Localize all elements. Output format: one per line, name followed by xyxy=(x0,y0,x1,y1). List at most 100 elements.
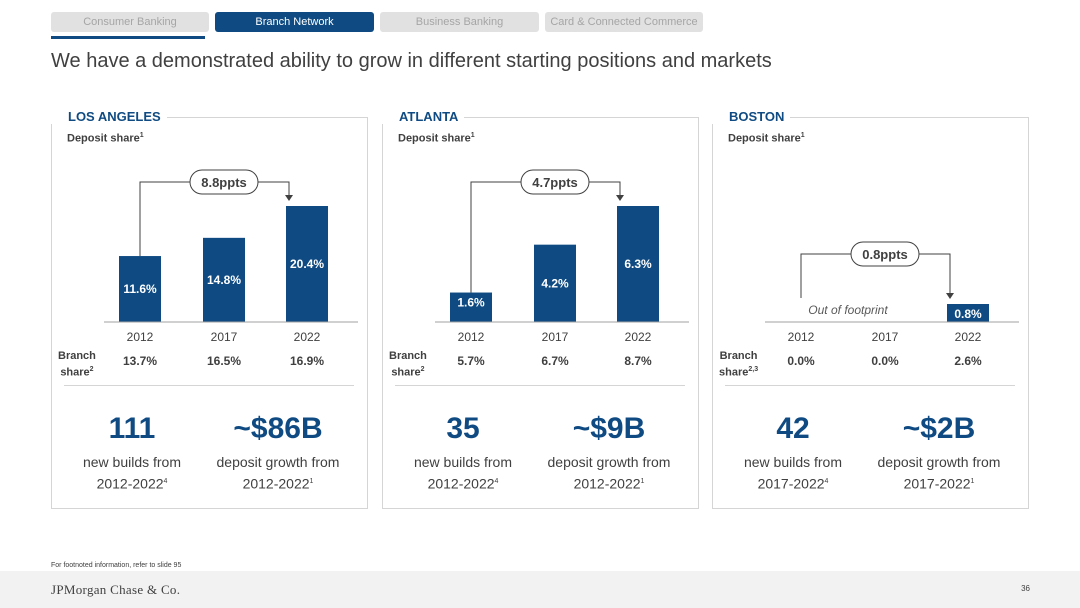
bar-value-label: 6.3% xyxy=(624,257,652,271)
caption-line2: 2012-2022 xyxy=(573,475,641,492)
out-of-footprint-note: Out of footprint xyxy=(808,303,888,317)
bar-value-label: 1.6% xyxy=(457,296,485,310)
growth-pill xyxy=(850,241,920,267)
metric-new-builds-value: 42 xyxy=(776,412,810,445)
active-tab-underline xyxy=(51,36,205,39)
branch-share-label-line2: share xyxy=(391,366,421,379)
metric-new-builds-caption: new builds from 2012-20224 xyxy=(52,452,212,494)
footnote-marker: 4 xyxy=(163,478,168,485)
caption-line1: deposit growth from xyxy=(877,454,1001,470)
tab-card-connected-commerce[interactable]: Card & Connected Commerce xyxy=(545,12,703,32)
deposit-share-chart: 1.6% 4.2% 6.3% 2012 2017 2022 4.7ppts xyxy=(435,169,689,343)
branch-share-value: 8.7% xyxy=(624,354,652,368)
metric-new-builds-caption: new builds from 2017-20224 xyxy=(713,452,873,494)
panel-boston: Deposit share1 0.8% 2012 2017 2022 0.8ppts Out… xyxy=(712,117,1029,509)
metric-new-builds-caption: new builds from 2012-20224 xyxy=(383,452,543,494)
caption-line1: new builds from xyxy=(82,454,182,470)
branch-share-label-line1: Branch xyxy=(389,350,427,362)
city-title-los-angeles: LOS ANGELES xyxy=(51,109,167,124)
footnote-marker: 2 xyxy=(420,366,425,373)
branch-share-value: 5.7% xyxy=(457,354,485,368)
bar-2012 xyxy=(450,292,492,322)
metric-new-builds-value: 111 xyxy=(108,412,156,445)
metric-deposit-growth-caption: deposit growth from 2017-20221 xyxy=(859,452,1019,494)
caption-line2: 2012-2022 xyxy=(427,475,495,492)
city-title-boston: BOSTON xyxy=(712,109,791,124)
panel-los-angeles: Deposit share1 11.6% 14.8% 20.4% 2012 2017 202… xyxy=(51,117,368,509)
footnote-marker: 1 xyxy=(470,132,475,139)
panel-atlanta: Deposit share1 1.6% 4.2% 6.3% 2012 2017 2022 4.… xyxy=(382,117,699,509)
caption-line2: 2012-2022 xyxy=(96,475,164,492)
bar-value-label: 0.8% xyxy=(954,307,982,321)
divider xyxy=(725,385,1015,386)
footnote-marker: 2 xyxy=(89,366,94,373)
growth-arrowhead xyxy=(946,293,954,299)
bar-2012 xyxy=(119,256,161,322)
company-logo: JPMorgan Chase & Co. xyxy=(51,582,181,597)
bar-2017 xyxy=(203,237,245,322)
divider xyxy=(395,385,685,386)
tab-branch-network[interactable]: Branch Network xyxy=(215,12,374,32)
branch-share-label: Branch share2 xyxy=(389,349,427,380)
bar-value-label: 4.2% xyxy=(541,276,569,290)
metric-deposit-growth-caption: deposit growth from 2012-20221 xyxy=(529,452,689,494)
x-tick-label: 2022 xyxy=(955,330,982,343)
footnote-marker: 4 xyxy=(494,478,499,485)
branch-share-value: 0.0% xyxy=(787,354,815,368)
x-tick-label: 2017 xyxy=(542,330,569,343)
branch-share-value: 0.0% xyxy=(871,354,899,368)
growth-pill-label: 8.8ppts xyxy=(201,175,247,190)
metric-deposit-growth-value: ~$86B xyxy=(233,412,323,445)
caption-line2: 2012-2022 xyxy=(242,475,310,492)
growth-pill xyxy=(189,169,259,195)
tab-business-banking[interactable]: Business Banking xyxy=(380,12,539,32)
metric-deposit-growth-caption: deposit growth from 2012-20221 xyxy=(198,452,358,494)
branch-share-label-line2: share xyxy=(719,366,749,379)
caption-line1: deposit growth from xyxy=(547,454,671,470)
branch-share-value: 16.9% xyxy=(289,354,325,368)
footnote-marker: 1 xyxy=(139,132,144,139)
branch-share-value: 16.5% xyxy=(206,354,242,368)
page-number: 36 xyxy=(1021,584,1030,593)
branch-share-label: Branch share2 xyxy=(58,349,96,380)
growth-arrowhead xyxy=(285,195,293,201)
branch-share-value: 13.7% xyxy=(122,354,158,368)
branch-share-value: 2.6% xyxy=(954,354,982,368)
branch-share-label-line2: share xyxy=(60,366,90,379)
bar-2022 xyxy=(286,206,328,322)
growth-arrowhead xyxy=(616,195,624,201)
growth-connector xyxy=(470,181,621,293)
deposit-share-chart: 0.8% 2012 2017 2022 0.8ppts Out of footprint xyxy=(765,241,1019,343)
tab-consumer-banking[interactable]: Consumer Banking xyxy=(51,12,209,32)
deposit-share-label: Deposit share1 xyxy=(67,132,144,145)
caption-line1: deposit growth from xyxy=(216,454,340,470)
footnote: For footnoted information, refer to slid… xyxy=(51,562,182,569)
deposit-share-chart: 11.6% 14.8% 20.4% 2012 2017 2022 8.8ppts xyxy=(104,169,358,343)
branch-share-label: Branch share2,3 xyxy=(719,349,758,380)
footnote-marker: 1 xyxy=(640,478,645,485)
bar-value-label: 20.4% xyxy=(290,257,324,271)
bar-value-label: 14.8% xyxy=(207,273,241,287)
page-title: We have a demonstrated ability to grow i… xyxy=(51,50,772,72)
x-tick-label: 2022 xyxy=(625,330,652,343)
bar-2017 xyxy=(534,244,576,322)
deposit-share-text: Deposit share xyxy=(728,132,801,145)
bar-value-label: 11.6% xyxy=(123,282,157,296)
deposit-share-label: Deposit share1 xyxy=(728,132,805,145)
branch-share-label-line1: Branch xyxy=(58,350,96,362)
metric-deposit-growth-value: ~$2B xyxy=(902,412,976,445)
growth-connector xyxy=(800,253,951,298)
branch-share-label-line1: Branch xyxy=(719,350,758,362)
caption-line1: new builds from xyxy=(743,454,843,470)
metric-deposit-growth-value: ~$9B xyxy=(572,412,646,445)
x-tick-label: 2012 xyxy=(788,330,815,343)
deposit-share-text: Deposit share xyxy=(67,132,140,145)
x-tick-label: 2012 xyxy=(458,330,485,343)
caption-line2: 2017-2022 xyxy=(903,475,971,492)
x-tick-label: 2012 xyxy=(127,330,154,343)
deposit-share-text: Deposit share xyxy=(398,132,471,145)
x-tick-label: 2022 xyxy=(294,330,321,343)
caption-line2: 2017-2022 xyxy=(757,475,825,492)
divider xyxy=(64,385,354,386)
x-tick-label: 2017 xyxy=(872,330,899,343)
